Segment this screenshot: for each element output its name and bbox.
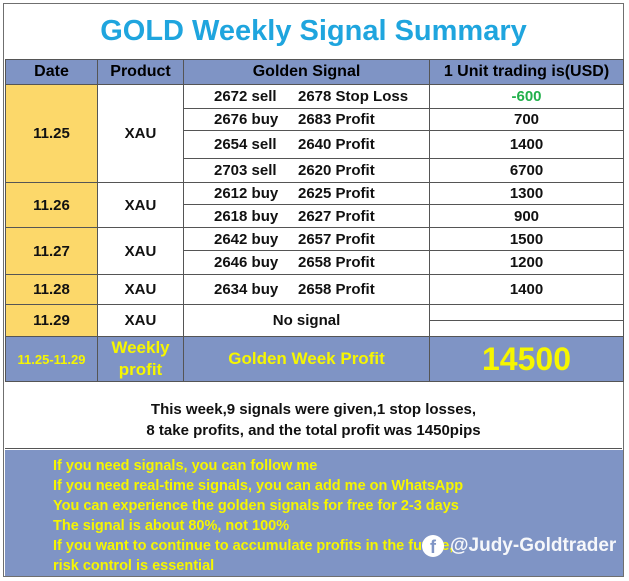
page-title: GOLD Weekly Signal Summary bbox=[100, 14, 527, 47]
signal-entry: 2654 sell bbox=[214, 136, 277, 153]
result-cell-empty bbox=[429, 320, 624, 337]
result-cell-empty bbox=[429, 304, 624, 321]
header-row: Date Product Golden Signal 1 Unit tradin… bbox=[5, 59, 624, 85]
summary-label: Weekly profit bbox=[97, 336, 184, 382]
signal-cell: 2703 sell 2620 Profit bbox=[183, 158, 430, 183]
summary-title: Golden Week Profit bbox=[183, 336, 430, 382]
table-row: 2654 sell 2640 Profit 1400 bbox=[6, 130, 624, 159]
signal-exit: 2683 Profit bbox=[298, 111, 375, 128]
product-cell: XAU bbox=[97, 227, 184, 275]
result-cell: 1500 bbox=[429, 227, 624, 251]
promo-line: risk control is essential bbox=[53, 558, 215, 574]
signal-exit: 2640 Profit bbox=[298, 136, 375, 153]
table-row: 11.28 XAU 2634 buy 2658 Profit 1400 bbox=[5, 274, 624, 305]
promo-line: If you want to continue to accumulate pr… bbox=[53, 538, 454, 554]
date-cell: 11.28 bbox=[5, 274, 98, 305]
table-row: 2703 sell 2620 Profit 6700 bbox=[6, 158, 624, 183]
promo-panel: If you need signals, you can follow me I… bbox=[5, 450, 623, 576]
promo-line: If you need real-time signals, you can a… bbox=[53, 478, 464, 494]
signal-entry: 2618 buy bbox=[214, 207, 279, 225]
signal-cell: 2642 buy 2657 Profit bbox=[183, 227, 430, 251]
signal-cell: 2612 buy 2625 Profit bbox=[183, 182, 430, 205]
result-cell: 1200 bbox=[429, 250, 624, 275]
result-cell: 1400 bbox=[429, 130, 624, 159]
summary-date-range: 11.25-11.29 bbox=[5, 336, 98, 382]
result-cell: 1400 bbox=[429, 274, 624, 305]
watermark: f @Judy-Goldtrader bbox=[422, 533, 616, 559]
signal-entry: 2672 sell bbox=[214, 88, 277, 105]
header-signal: Golden Signal bbox=[183, 59, 430, 85]
signal-exit: 2678 Stop Loss bbox=[298, 88, 409, 105]
table-row: 11.29 XAU No signal bbox=[5, 304, 624, 337]
date-cell: 11.26 bbox=[5, 182, 98, 228]
watermark-handle: @Judy-Goldtrader bbox=[450, 535, 617, 556]
result-cell: 1300 bbox=[429, 182, 624, 205]
signal-entry: 2642 buy bbox=[214, 230, 279, 248]
product-cell: XAU bbox=[97, 274, 184, 305]
promo-line: If you need signals, you can follow me bbox=[53, 458, 318, 474]
summary-row: 11.25-11.29 Weekly profit Golden Week Pr… bbox=[5, 336, 624, 382]
signal-exit: 2627 Profit bbox=[298, 207, 375, 225]
signal-exit: 2620 Profit bbox=[298, 162, 375, 179]
signal-cell: 2646 buy 2658 Profit bbox=[183, 250, 430, 275]
table-row: 11.27 XAU 2642 buy 2657 Profit 1500 bbox=[5, 227, 624, 275]
signal-summary-card: GOLD Weekly Signal Summary Date Product … bbox=[3, 3, 624, 577]
weekly-recap: This week,9 signals were given,1 stop lo… bbox=[5, 389, 622, 449]
signal-table: Date Product Golden Signal 1 Unit tradin… bbox=[5, 59, 624, 382]
table-row: 11.25 XAU 2672 sell 2678 Stop Loss -600 bbox=[5, 84, 624, 183]
date-cell: 11.29 bbox=[5, 304, 98, 337]
signal-exit: 2625 Profit bbox=[298, 185, 375, 202]
signal-cell: 2618 buy 2627 Profit bbox=[183, 204, 430, 228]
result-cell: 700 bbox=[429, 108, 624, 131]
recap-line: 8 take profits, and the total profit was… bbox=[146, 422, 481, 439]
signal-cell: 2634 buy 2658 Profit bbox=[183, 274, 430, 305]
header-product: Product bbox=[97, 59, 184, 85]
header-trading: 1 Unit trading is(USD) bbox=[429, 59, 624, 85]
signal-exit: 2657 Profit bbox=[298, 230, 375, 248]
signal-entry: 2634 buy bbox=[214, 281, 279, 298]
table-row: 2676 buy 2683 Profit 700 bbox=[6, 108, 624, 131]
promo-line: You can experience the golden signals fo… bbox=[53, 498, 459, 514]
product-cell: XAU bbox=[97, 182, 184, 228]
result-cell: 900 bbox=[429, 204, 624, 228]
signal-exit: 2658 Profit bbox=[298, 281, 375, 298]
signal-cell: 2672 sell 2678 Stop Loss bbox=[183, 84, 430, 109]
date-cell: 11.27 bbox=[5, 227, 98, 275]
product-cell: XAU bbox=[97, 304, 184, 337]
signal-entry: 2703 sell bbox=[214, 162, 277, 179]
signal-cell: 2654 sell 2640 Profit bbox=[183, 130, 430, 159]
signal-exit: 2658 Profit bbox=[298, 254, 375, 271]
no-signal-cell: No signal bbox=[183, 304, 430, 337]
summary-total: 14500 bbox=[429, 336, 624, 382]
date-cell: 11.25 bbox=[5, 84, 98, 183]
signal-cell: 2676 buy 2683 Profit bbox=[183, 108, 430, 131]
signal-entry: 2676 buy bbox=[214, 111, 279, 128]
recap-line: This week,9 signals were given,1 stop lo… bbox=[150, 401, 477, 418]
promo-line: The signal is about 80%, not 100% bbox=[53, 518, 290, 534]
result-cell: -600 bbox=[429, 84, 624, 109]
header-date: Date bbox=[5, 59, 98, 85]
result-cell: 6700 bbox=[429, 158, 624, 183]
signal-entry: 2646 buy bbox=[214, 254, 279, 271]
table-row: 2646 buy 2658 Profit 1200 bbox=[6, 250, 624, 275]
product-cell: XAU bbox=[97, 84, 184, 183]
signal-entry: 2612 buy bbox=[214, 185, 279, 202]
facebook-icon: f bbox=[422, 535, 444, 557]
table-row: 11.26 XAU 2612 buy 2625 Profit 1300 bbox=[5, 182, 624, 228]
